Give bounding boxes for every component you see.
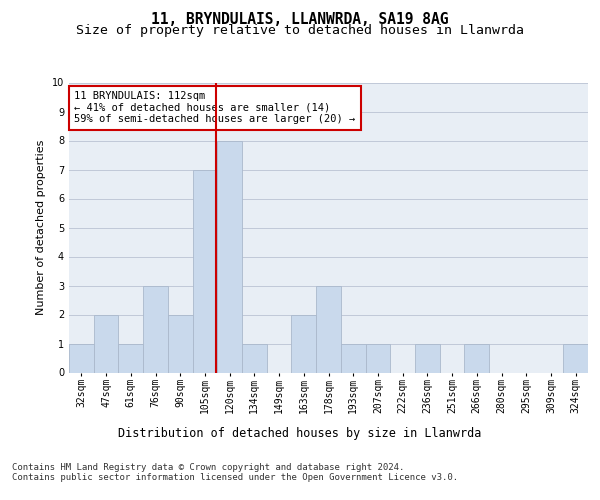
Text: 11, BRYNDULAIS, LLANWRDA, SA19 8AG: 11, BRYNDULAIS, LLANWRDA, SA19 8AG <box>151 12 449 28</box>
Bar <box>168 314 193 372</box>
Bar <box>365 344 390 372</box>
Bar <box>143 286 168 372</box>
Text: Size of property relative to detached houses in Llanwrda: Size of property relative to detached ho… <box>76 24 524 37</box>
Text: Distribution of detached houses by size in Llanwrda: Distribution of detached houses by size … <box>118 428 482 440</box>
Bar <box>316 286 341 372</box>
Text: Contains HM Land Registry data © Crown copyright and database right 2024.
Contai: Contains HM Land Registry data © Crown c… <box>12 462 458 482</box>
Bar <box>341 344 365 372</box>
Bar <box>118 344 143 372</box>
Bar <box>217 140 242 372</box>
Bar <box>94 314 118 372</box>
Bar <box>563 344 588 372</box>
Bar <box>193 170 217 372</box>
Y-axis label: Number of detached properties: Number of detached properties <box>37 140 46 315</box>
Bar <box>464 344 489 372</box>
Text: 11 BRYNDULAIS: 112sqm
← 41% of detached houses are smaller (14)
59% of semi-deta: 11 BRYNDULAIS: 112sqm ← 41% of detached … <box>74 91 355 124</box>
Bar <box>242 344 267 372</box>
Bar <box>69 344 94 372</box>
Bar <box>415 344 440 372</box>
Bar <box>292 314 316 372</box>
